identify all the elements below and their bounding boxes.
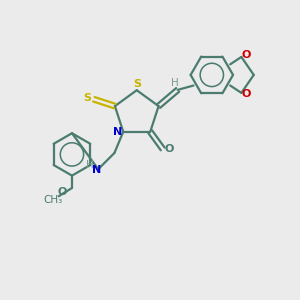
- Text: O: O: [242, 89, 251, 99]
- Text: H: H: [171, 78, 178, 88]
- Text: S: S: [133, 79, 141, 89]
- Text: O: O: [242, 50, 251, 61]
- Text: N: N: [113, 127, 122, 137]
- Text: O: O: [58, 188, 67, 197]
- Text: H: H: [85, 160, 93, 170]
- Text: O: O: [164, 144, 174, 154]
- Text: N: N: [92, 165, 101, 175]
- Text: S: S: [83, 93, 92, 103]
- Text: CH₃: CH₃: [43, 195, 62, 205]
